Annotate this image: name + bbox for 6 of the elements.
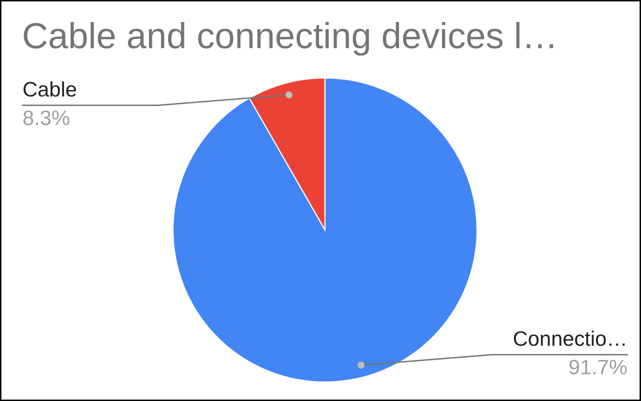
chart-title: Cable and connecting devices l… [24,22,554,56]
pie-slice [172,77,478,383]
data-label: 8.3% [23,110,70,126]
slice-label: Cable [24,81,76,97]
slice-label: Connectio… [514,330,625,346]
data-label: 91.7% [569,360,627,375]
